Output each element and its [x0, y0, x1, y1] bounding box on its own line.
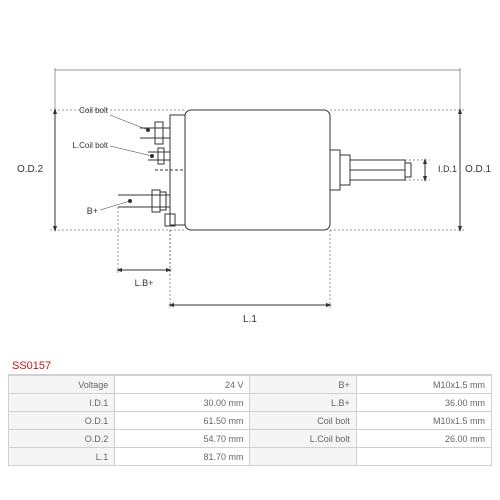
label-od1: O.D.1	[465, 164, 492, 175]
table-row: O.D.161.50 mmCoil boltM10x1.5 mm	[9, 412, 492, 430]
table-row: O.D.254.70 mmL.Coil bolt26.00 mm	[9, 430, 492, 448]
spec-value: 30.00 mm	[115, 394, 250, 412]
spec-value: M10x1.5 mm	[356, 412, 491, 430]
spec-label: O.D.1	[9, 412, 115, 430]
spec-value: 26.00 mm	[356, 430, 491, 448]
spec-label: I.D.1	[9, 394, 115, 412]
solenoid-drawing: O.D.2 O.D.1 I.D.1 Coil bolt L.Coil bolt …	[0, 0, 500, 355]
spec-value: 54.70 mm	[115, 430, 250, 448]
label-id1: I.D.1	[438, 164, 457, 174]
label-l-b-plus: L.B+	[135, 278, 154, 288]
spec-value: 81.70 mm	[115, 448, 250, 466]
table-row: I.D.130.00 mmL.B+36.00 mm	[9, 394, 492, 412]
spec-label: L.B+	[250, 394, 356, 412]
table-row: L.181.70 mm	[9, 448, 492, 466]
spec-label: B+	[250, 376, 356, 394]
spec-value: 24 V	[115, 376, 250, 394]
label-b-plus: B+	[87, 206, 98, 216]
spec-value: M10x1.5 mm	[356, 376, 491, 394]
spec-label: Coil bolt	[250, 412, 356, 430]
spec-value: 36.00 mm	[356, 394, 491, 412]
spec-table: Voltage24 VB+M10x1.5 mmI.D.130.00 mmL.B+…	[8, 375, 492, 466]
spec-label: L.Coil bolt	[250, 430, 356, 448]
label-coil-bolt: Coil bolt	[79, 106, 109, 115]
part-number: SS0157	[8, 358, 492, 375]
spec-label: L.1	[9, 448, 115, 466]
spec-label	[250, 448, 356, 466]
spec-table-area: SS0157 Voltage24 VB+M10x1.5 mmI.D.130.00…	[8, 358, 492, 466]
label-l1: L.1	[243, 314, 257, 325]
spec-label: Voltage	[9, 376, 115, 394]
spec-value: 61.50 mm	[115, 412, 250, 430]
spec-label: O.D.2	[9, 430, 115, 448]
technical-diagram: O.D.2 O.D.1 I.D.1 Coil bolt L.Coil bolt …	[0, 0, 500, 355]
label-od2: O.D.2	[17, 164, 44, 175]
label-l-coil-bolt: L.Coil bolt	[72, 141, 108, 150]
spec-value	[356, 448, 491, 466]
table-row: Voltage24 VB+M10x1.5 mm	[9, 376, 492, 394]
